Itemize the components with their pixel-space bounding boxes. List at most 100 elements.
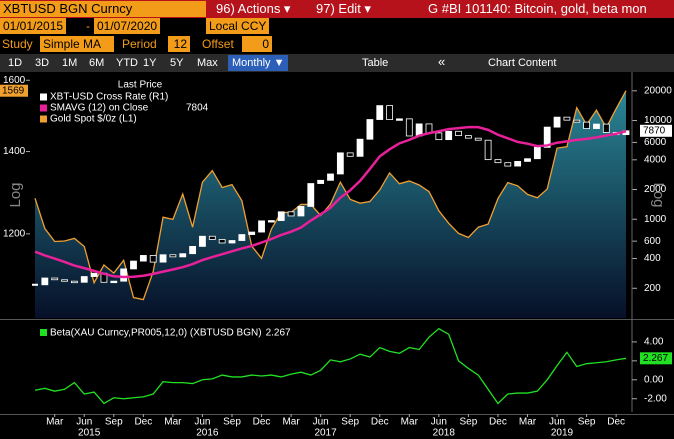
frequency[interactable]: Monthly ▼ <box>228 55 289 71</box>
y-tick-label: 1400 <box>3 146 26 157</box>
y2-tick-label: 400 <box>644 253 661 264</box>
candle <box>593 123 600 129</box>
candle <box>553 116 561 128</box>
btc-last-tag <box>640 124 672 137</box>
y2-axis-label: Log <box>650 182 667 207</box>
candle <box>435 132 443 141</box>
candle <box>346 152 354 157</box>
x-tick-label: Jun <box>431 417 447 428</box>
y-axis-label: Log <box>7 182 24 207</box>
year-label: 2018 <box>433 428 456 439</box>
y2-tick-label: 2000 <box>644 184 667 195</box>
candle <box>277 211 285 221</box>
end-date[interactable]: 01/07/2020 <box>94 18 161 34</box>
candle <box>583 121 590 129</box>
candle <box>386 105 394 120</box>
candle <box>228 240 236 244</box>
table-button[interactable]: Table <box>362 57 389 69</box>
candle <box>61 279 68 282</box>
candle <box>189 246 197 255</box>
beta-tick-label: -2.00 <box>644 393 667 404</box>
x-tick-label: Sep <box>578 417 596 428</box>
edit-menu[interactable]: 97) Edit ▾ <box>316 1 371 16</box>
toolbar: Monthly ▼ Table « Chart Content 1D 3D 1M 6M… <box>0 54 674 72</box>
range-button[interactable]: 3D <box>35 57 50 69</box>
legend-label: XBT-USD Cross Rate (R1) <box>50 92 168 103</box>
x-tick-label: Jun <box>549 417 565 428</box>
candle <box>199 235 206 247</box>
gold-last-tag <box>0 84 28 97</box>
candle <box>208 235 216 240</box>
title-bar: XBTUSD BGN Curncy 96) Actions ▾ 97) Edit… <box>0 0 674 18</box>
range-button[interactable]: 1D <box>8 57 23 69</box>
beta-last-tag <box>640 352 672 365</box>
currency[interactable]: Local CCY <box>206 18 270 34</box>
x-tick-label: Jun <box>194 417 210 428</box>
candle <box>504 162 512 167</box>
legend-title: Last Price <box>118 80 163 91</box>
candle <box>159 254 167 263</box>
candle <box>179 253 187 258</box>
actions-menu[interactable]: 96) Actions ▾ <box>216 1 291 16</box>
x-tick-label: Jun <box>313 417 329 428</box>
candle <box>41 277 49 286</box>
candle <box>396 118 403 121</box>
candle <box>524 158 531 162</box>
candle <box>267 220 275 223</box>
x-tick-label: Mar <box>519 417 537 428</box>
range-button[interactable]: 6M <box>89 57 105 69</box>
candle <box>218 239 226 244</box>
collapse-button[interactable]: « <box>438 54 446 69</box>
candle <box>563 116 571 121</box>
candle <box>32 283 38 286</box>
chart-title: G #BI 101140: Bitcoin, gold, beta mon <box>428 1 647 16</box>
x-tick-label: Dec <box>253 417 271 428</box>
period[interactable]: 12 <box>168 36 190 52</box>
year-label: 2019 <box>551 428 574 439</box>
candle <box>297 206 305 217</box>
candle <box>139 255 147 262</box>
candle <box>464 135 472 139</box>
candle <box>366 119 374 140</box>
legend-swatch <box>40 115 47 123</box>
range-button[interactable]: 1Y <box>143 57 157 69</box>
ticker[interactable]: XBTUSD BGN Curncy <box>0 1 206 17</box>
x-tick-label: Mar <box>164 417 182 428</box>
legend-swatch <box>40 93 47 101</box>
start-date[interactable]: 01/01/2015 <box>0 18 67 34</box>
beta-legend-label: Beta(XAU Curncy,PR005,12,0) (XBTUSD BGN) <box>50 328 262 339</box>
chart-content-button[interactable]: Chart Content <box>488 57 557 69</box>
beta-tick-label: 4.00 <box>644 337 664 348</box>
candle <box>543 126 551 148</box>
study[interactable]: Simple MA <box>40 36 114 52</box>
gold-line <box>34 90 627 301</box>
beta-tick-label: 0.00 <box>644 374 664 385</box>
candle <box>248 231 256 235</box>
candle <box>445 130 453 141</box>
legend-label: Gold Spot $/0z (L1) <box>50 114 137 125</box>
candle <box>327 173 334 181</box>
study-bar: Study Simple MA Period 12 Offset 0 <box>0 36 674 53</box>
offset[interactable]: 0 <box>242 36 272 52</box>
candle <box>336 152 344 175</box>
year-label: 2016 <box>196 428 219 439</box>
candle <box>80 276 88 283</box>
candle <box>376 105 384 120</box>
period-label: Period <box>122 37 157 51</box>
sma-line <box>34 125 627 279</box>
y2-tick-label: 4000 <box>644 154 667 165</box>
range-button[interactable]: 5Y <box>170 57 184 69</box>
candle <box>307 183 315 207</box>
candle <box>120 268 128 282</box>
x-tick-label: Dec <box>489 417 507 428</box>
beta-line <box>34 327 627 405</box>
range-button[interactable]: 1M <box>62 57 78 69</box>
x-tick-label: Sep <box>223 417 241 428</box>
x-tick-label: Dec <box>371 417 389 428</box>
candle <box>573 119 581 123</box>
range-button[interactable]: Max <box>197 57 218 69</box>
candle <box>514 161 522 167</box>
candle <box>130 260 137 270</box>
range-button[interactable]: YTD <box>116 57 138 69</box>
candle <box>258 220 265 233</box>
